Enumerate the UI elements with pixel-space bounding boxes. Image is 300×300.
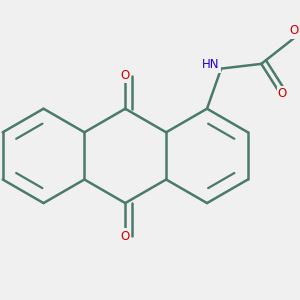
Text: O: O xyxy=(290,24,299,37)
Text: O: O xyxy=(121,69,130,82)
Text: O: O xyxy=(121,230,130,243)
Text: O: O xyxy=(278,87,287,100)
Text: HN: HN xyxy=(202,58,220,71)
